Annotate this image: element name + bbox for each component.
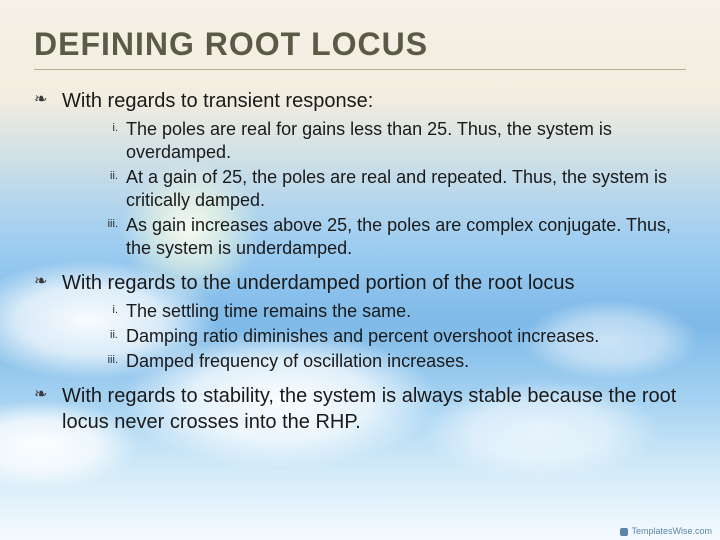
watermark-text: TemplatesWise.com — [631, 526, 712, 536]
sub-bullet: ii. At a gain of 25, the poles are real … — [104, 166, 686, 212]
sub-bullet-text: As gain increases above 25, the poles ar… — [126, 215, 671, 258]
watermark: TemplatesWise.com — [620, 526, 712, 536]
roman-numeral: i. — [80, 121, 118, 135]
slide-body: With regards to transient response: i. T… — [34, 88, 686, 435]
bullet-lead: With regards to the underdamped portion … — [34, 270, 686, 296]
sub-bullet-text: The settling time remains the same. — [126, 301, 411, 321]
sub-bullet: iii. As gain increases above 25, the pol… — [104, 214, 686, 260]
bullet-lead: With regards to transient response: — [34, 88, 686, 114]
sub-bullet-text: At a gain of 25, the poles are real and … — [126, 167, 667, 210]
sub-bullet-text: The poles are real for gains less than 2… — [126, 119, 612, 162]
roman-numeral: iii. — [80, 353, 118, 367]
sub-bullet-text: Damped frequency of oscillation increase… — [126, 351, 469, 371]
content-area: DEFINING ROOT LOCUS With regards to tran… — [0, 0, 720, 435]
sub-bullet-text: Damping ratio diminishes and percent ove… — [126, 326, 599, 346]
sub-list: i. The poles are real for gains less tha… — [34, 118, 686, 260]
slide-title: DEFINING ROOT LOCUS — [34, 26, 686, 70]
roman-numeral: i. — [80, 303, 118, 317]
bullet-lead: With regards to stability, the system is… — [34, 383, 686, 435]
roman-numeral: ii. — [80, 328, 118, 342]
watermark-icon — [620, 528, 628, 536]
sub-list: i. The settling time remains the same. i… — [34, 300, 686, 373]
sub-bullet: iii. Damped frequency of oscillation inc… — [104, 350, 686, 373]
sub-bullet: i. The settling time remains the same. — [104, 300, 686, 323]
roman-numeral: iii. — [80, 217, 118, 231]
sub-bullet: i. The poles are real for gains less tha… — [104, 118, 686, 164]
sub-bullet: ii. Damping ratio diminishes and percent… — [104, 325, 686, 348]
slide-root: DEFINING ROOT LOCUS With regards to tran… — [0, 0, 720, 540]
roman-numeral: ii. — [80, 169, 118, 183]
